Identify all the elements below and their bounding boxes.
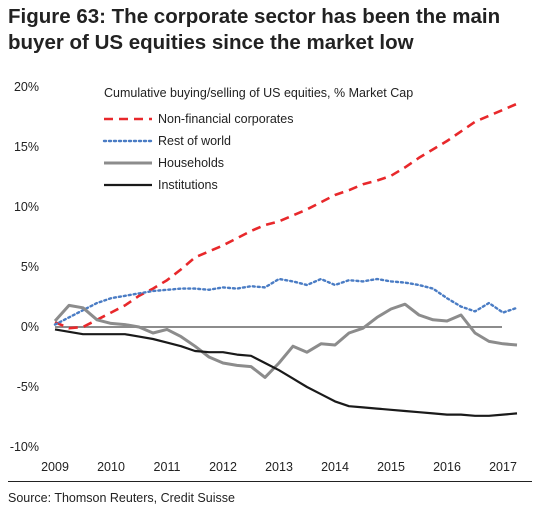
legend-label: Institutions: [158, 178, 218, 192]
figure-title-line-1: Figure 63: The corporate sector has been…: [8, 5, 501, 28]
legend-label: Households: [158, 156, 224, 170]
series-line-1: [53, 277, 519, 326]
y-tick-label: 10%: [14, 200, 39, 214]
x-tick-label: 2012: [209, 460, 237, 474]
y-tick-label: -5%: [17, 380, 39, 394]
series-line-2: [53, 302, 518, 379]
series-line-0: [54, 102, 518, 330]
legend-label: Rest of world: [158, 134, 231, 148]
figure-title: Figure 63: The corporate sector has been…: [8, 4, 536, 56]
x-tick-label: 2016: [433, 460, 461, 474]
legend-label: Non-financial corporates: [158, 112, 294, 126]
y-tick-label: 5%: [21, 260, 39, 274]
x-tick-label: 2009: [41, 460, 69, 474]
source-note: Source: Thomson Reuters, Credit Suisse: [8, 491, 235, 505]
y-tick-label: -10%: [10, 440, 39, 454]
x-tick-label: 2015: [377, 460, 405, 474]
x-tick-label: 2014: [321, 460, 349, 474]
chart-title: Cumulative buying/selling of US equities…: [104, 86, 413, 100]
series-line-3: [54, 328, 518, 417]
figure-title-line-2: buyer of US equities since the market lo…: [8, 31, 414, 54]
y-tick-label: 0%: [21, 320, 39, 334]
footer-rule: [8, 481, 532, 482]
x-tick-label: 2011: [154, 460, 181, 474]
y-tick-label: 20%: [14, 80, 39, 94]
x-tick-label: 2013: [265, 460, 293, 474]
x-tick-label: 2017: [489, 460, 517, 474]
x-tick-label: 2010: [97, 460, 125, 474]
y-tick-label: 15%: [14, 140, 39, 154]
